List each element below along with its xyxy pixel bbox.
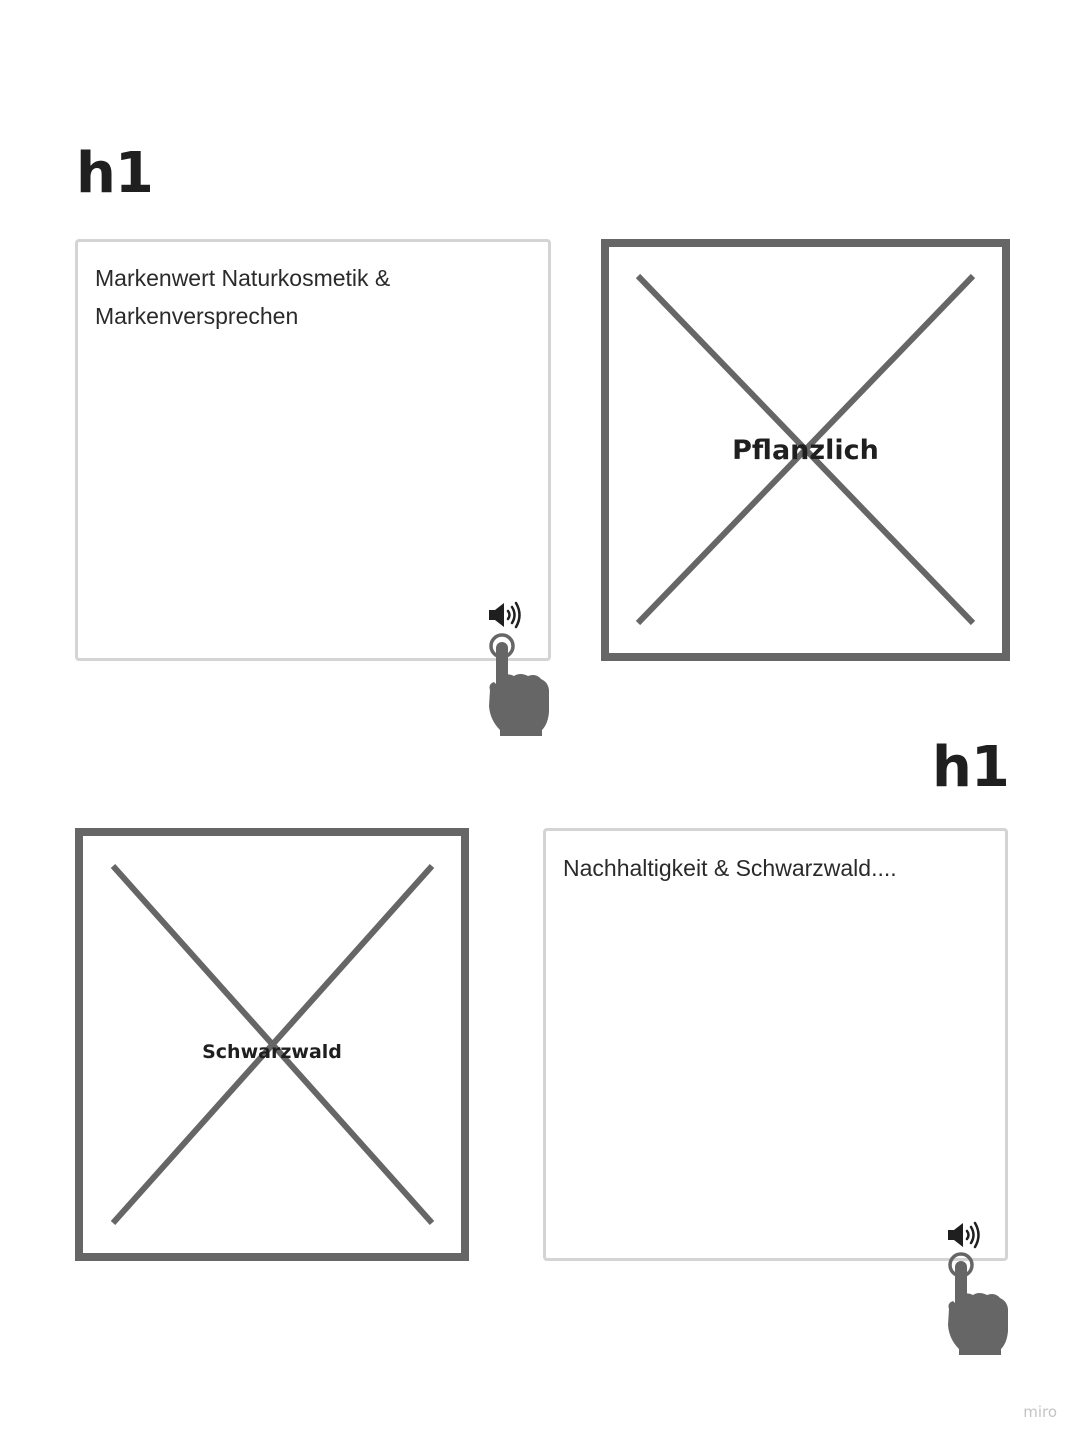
section-heading-1: h1 <box>76 141 154 206</box>
placeholder-label: Pflanzlich <box>732 435 879 466</box>
pointing-hand-icon <box>948 1252 1008 1355</box>
text-box-content: Nachhaltigkeit & Schwarzwald.... <box>563 849 983 887</box>
text-box-brand-value[interactable]: Markenwert Naturkosmetik & Markenverspre… <box>75 239 551 661</box>
pointing-hand-icon <box>489 633 549 736</box>
section-heading-2: h1 <box>932 735 1010 800</box>
text-line: Nachhaltigkeit & Schwarzwald.... <box>563 855 897 881</box>
text-box-sustainability[interactable]: Nachhaltigkeit & Schwarzwald.... <box>543 828 1008 1261</box>
text-box-content: Markenwert Naturkosmetik & Markenverspre… <box>95 259 515 335</box>
miro-watermark: miro <box>1023 1403 1057 1421</box>
image-placeholder-pflanzlich: Pflanzlich <box>601 239 1010 661</box>
text-line: Markenwert Naturkosmetik & <box>95 265 391 291</box>
image-placeholder-schwarzwald: Schwarzwald <box>75 828 469 1261</box>
placeholder-cross-icon <box>635 273 976 626</box>
placeholder-label: Schwarzwald <box>202 1041 342 1063</box>
speaker-icon[interactable] <box>946 1220 982 1250</box>
text-line: Markenversprechen <box>95 303 299 329</box>
speaker-icon[interactable] <box>487 600 523 630</box>
placeholder-cross-icon <box>110 864 435 1225</box>
